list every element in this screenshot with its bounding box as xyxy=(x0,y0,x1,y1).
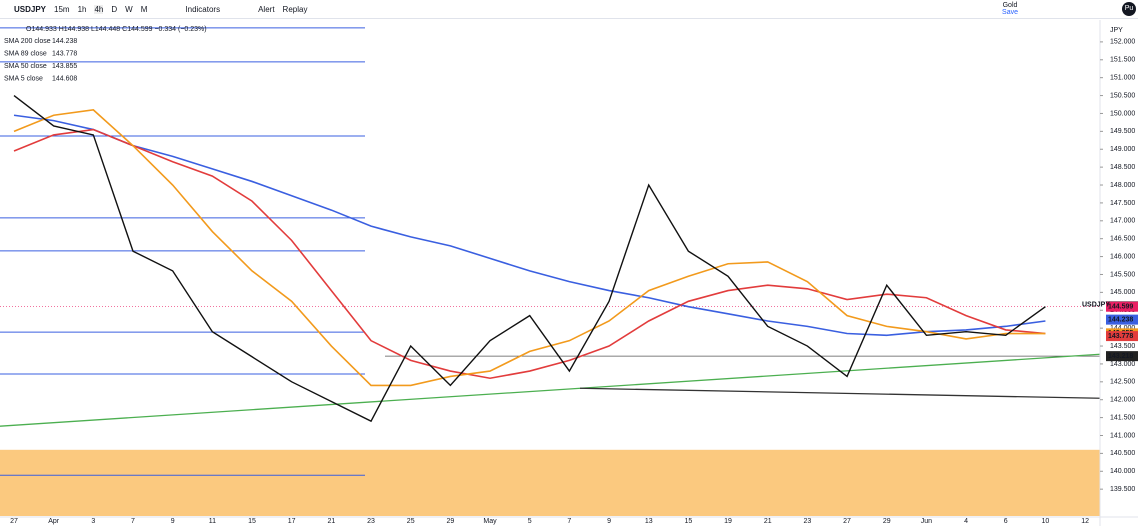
y-tick-label: 140.000 xyxy=(1110,468,1135,475)
symbol-tag: USDJPY xyxy=(1082,302,1110,309)
x-tick-label: 13 xyxy=(645,518,653,525)
close-tag-label: 144.599 xyxy=(1108,304,1133,311)
x-tick-label: 3 xyxy=(91,518,95,525)
legend-name: SMA 5 close xyxy=(4,75,43,82)
y-tick-label: 145.000 xyxy=(1110,289,1135,296)
sma-line xyxy=(13,109,1046,387)
y-tick-label: 151.500 xyxy=(1110,57,1135,64)
currency: JPY xyxy=(1110,27,1123,34)
x-tick-label: Jun xyxy=(921,518,932,525)
y-tick-label: 146.500 xyxy=(1110,236,1135,243)
y-tick-label: 150.500 xyxy=(1110,92,1135,99)
ohlc: O144.933 H144.938 L144.448 C144.599 −0.3… xyxy=(26,26,207,33)
avatar[interactable]: Pu xyxy=(1122,2,1136,16)
legend-name: SMA 50 close xyxy=(4,63,47,70)
x-tick-label: 27 xyxy=(843,518,851,525)
price-tag-label: 143.778 xyxy=(1108,333,1133,340)
sma-line xyxy=(13,128,1046,380)
y-tick-label: 145.500 xyxy=(1110,271,1135,278)
x-tick-label: 29 xyxy=(446,518,454,525)
support-tag-label: 143.218 xyxy=(1108,353,1133,360)
price-tag xyxy=(1106,331,1138,342)
y-tick-label: 141.000 xyxy=(1110,432,1135,439)
y-tick-label: 151.000 xyxy=(1110,75,1135,82)
x-tick-label: 6 xyxy=(1004,518,1008,525)
x-tick-label: 15 xyxy=(684,518,692,525)
close-tag xyxy=(1106,301,1138,312)
zone xyxy=(0,449,1100,516)
support-tag xyxy=(1106,351,1138,362)
x-tick-label: 9 xyxy=(171,518,175,525)
x-tick-label: 12 xyxy=(1081,518,1089,525)
legend-value: 144.238 xyxy=(52,38,77,45)
y-tick-label: 147.500 xyxy=(1110,200,1135,207)
x-tick-label: 27 xyxy=(10,518,18,525)
price-tag-label: 144.238 xyxy=(1108,316,1133,323)
y-tick-label: 152.000 xyxy=(1110,39,1135,46)
x-tick-label: 7 xyxy=(131,518,135,525)
x-tick-label: Apr xyxy=(48,518,60,525)
y-tick-label: 149.000 xyxy=(1110,146,1135,153)
price-tag xyxy=(1106,314,1138,325)
y-tick-label: 149.500 xyxy=(1110,128,1135,135)
y-tick-label: 147.000 xyxy=(1110,218,1135,225)
y-tick-label: 141.500 xyxy=(1110,414,1135,421)
y-tick-label: 139.500 xyxy=(1110,486,1135,493)
legend-name: SMA 200 close xyxy=(4,38,51,45)
y-tick-label: 150.000 xyxy=(1110,110,1135,117)
y-tick-label: 142.500 xyxy=(1110,379,1135,386)
x-tick-label: 19 xyxy=(724,518,732,525)
interval[interactable]: 15m xyxy=(54,4,70,14)
trendline xyxy=(0,353,1101,427)
x-tick-label: 15 xyxy=(248,518,256,525)
sma-line xyxy=(13,114,1046,337)
x-tick-label: 25 xyxy=(407,518,415,525)
save-box[interactable]: Gold Save xyxy=(1002,2,1018,16)
y-tick-label: 143.500 xyxy=(1110,343,1135,350)
interval[interactable]: W xyxy=(125,4,133,14)
interval[interactable]: 4h xyxy=(94,4,104,14)
button[interactable]: Replay xyxy=(282,4,308,14)
sma-line xyxy=(13,95,1046,423)
button[interactable]: Alert xyxy=(258,4,275,14)
x-tick-label: 5 xyxy=(528,518,532,525)
x-tick-label: May xyxy=(483,518,497,525)
x-tick-label: 9 xyxy=(607,518,611,525)
x-tick-label: 21 xyxy=(327,518,335,525)
x-tick-label: 10 xyxy=(1042,518,1050,525)
legend-value: 144.608 xyxy=(52,75,77,82)
chart: JPY 152.000 151.500 151.000 150.500 150.000 14… xyxy=(0,20,1138,526)
legend-value: 143.778 xyxy=(52,50,77,57)
interval[interactable]: M xyxy=(140,4,148,14)
x-tick-label: 17 xyxy=(288,518,296,525)
symbol[interactable]: USDJPY xyxy=(14,4,47,14)
trendline xyxy=(579,387,1101,399)
y-tick-label: 142.000 xyxy=(1110,397,1135,404)
x-tick-label: 21 xyxy=(764,518,772,525)
interval[interactable]: 1h xyxy=(77,4,87,14)
account: Gold xyxy=(1002,2,1018,9)
button[interactable]: Indicators xyxy=(185,4,221,14)
x-tick-label: 7 xyxy=(567,518,571,525)
x-tick-label: 23 xyxy=(367,518,375,525)
legend-name: SMA 89 close xyxy=(4,50,47,57)
toolbar: USDJPY 15m 1h 4h D W M Indicators Alert … xyxy=(0,0,1138,19)
axis-bg xyxy=(1100,20,1138,526)
interval[interactable]: D xyxy=(111,4,118,14)
y-tick-label: 148.000 xyxy=(1110,182,1135,189)
x-tick-label: 29 xyxy=(883,518,891,525)
y-tick-label: 148.500 xyxy=(1110,164,1135,171)
y-tick-label: 140.500 xyxy=(1110,450,1135,457)
x-tick-label: 11 xyxy=(209,518,216,525)
save: Save xyxy=(1002,9,1018,16)
y-tick-label: 143.000 xyxy=(1110,361,1135,368)
legend-value: 143.855 xyxy=(52,63,77,70)
x-tick-label: 4 xyxy=(964,518,968,525)
x-tick-label: 23 xyxy=(804,518,812,525)
y-tick-label: 146.000 xyxy=(1110,253,1135,260)
